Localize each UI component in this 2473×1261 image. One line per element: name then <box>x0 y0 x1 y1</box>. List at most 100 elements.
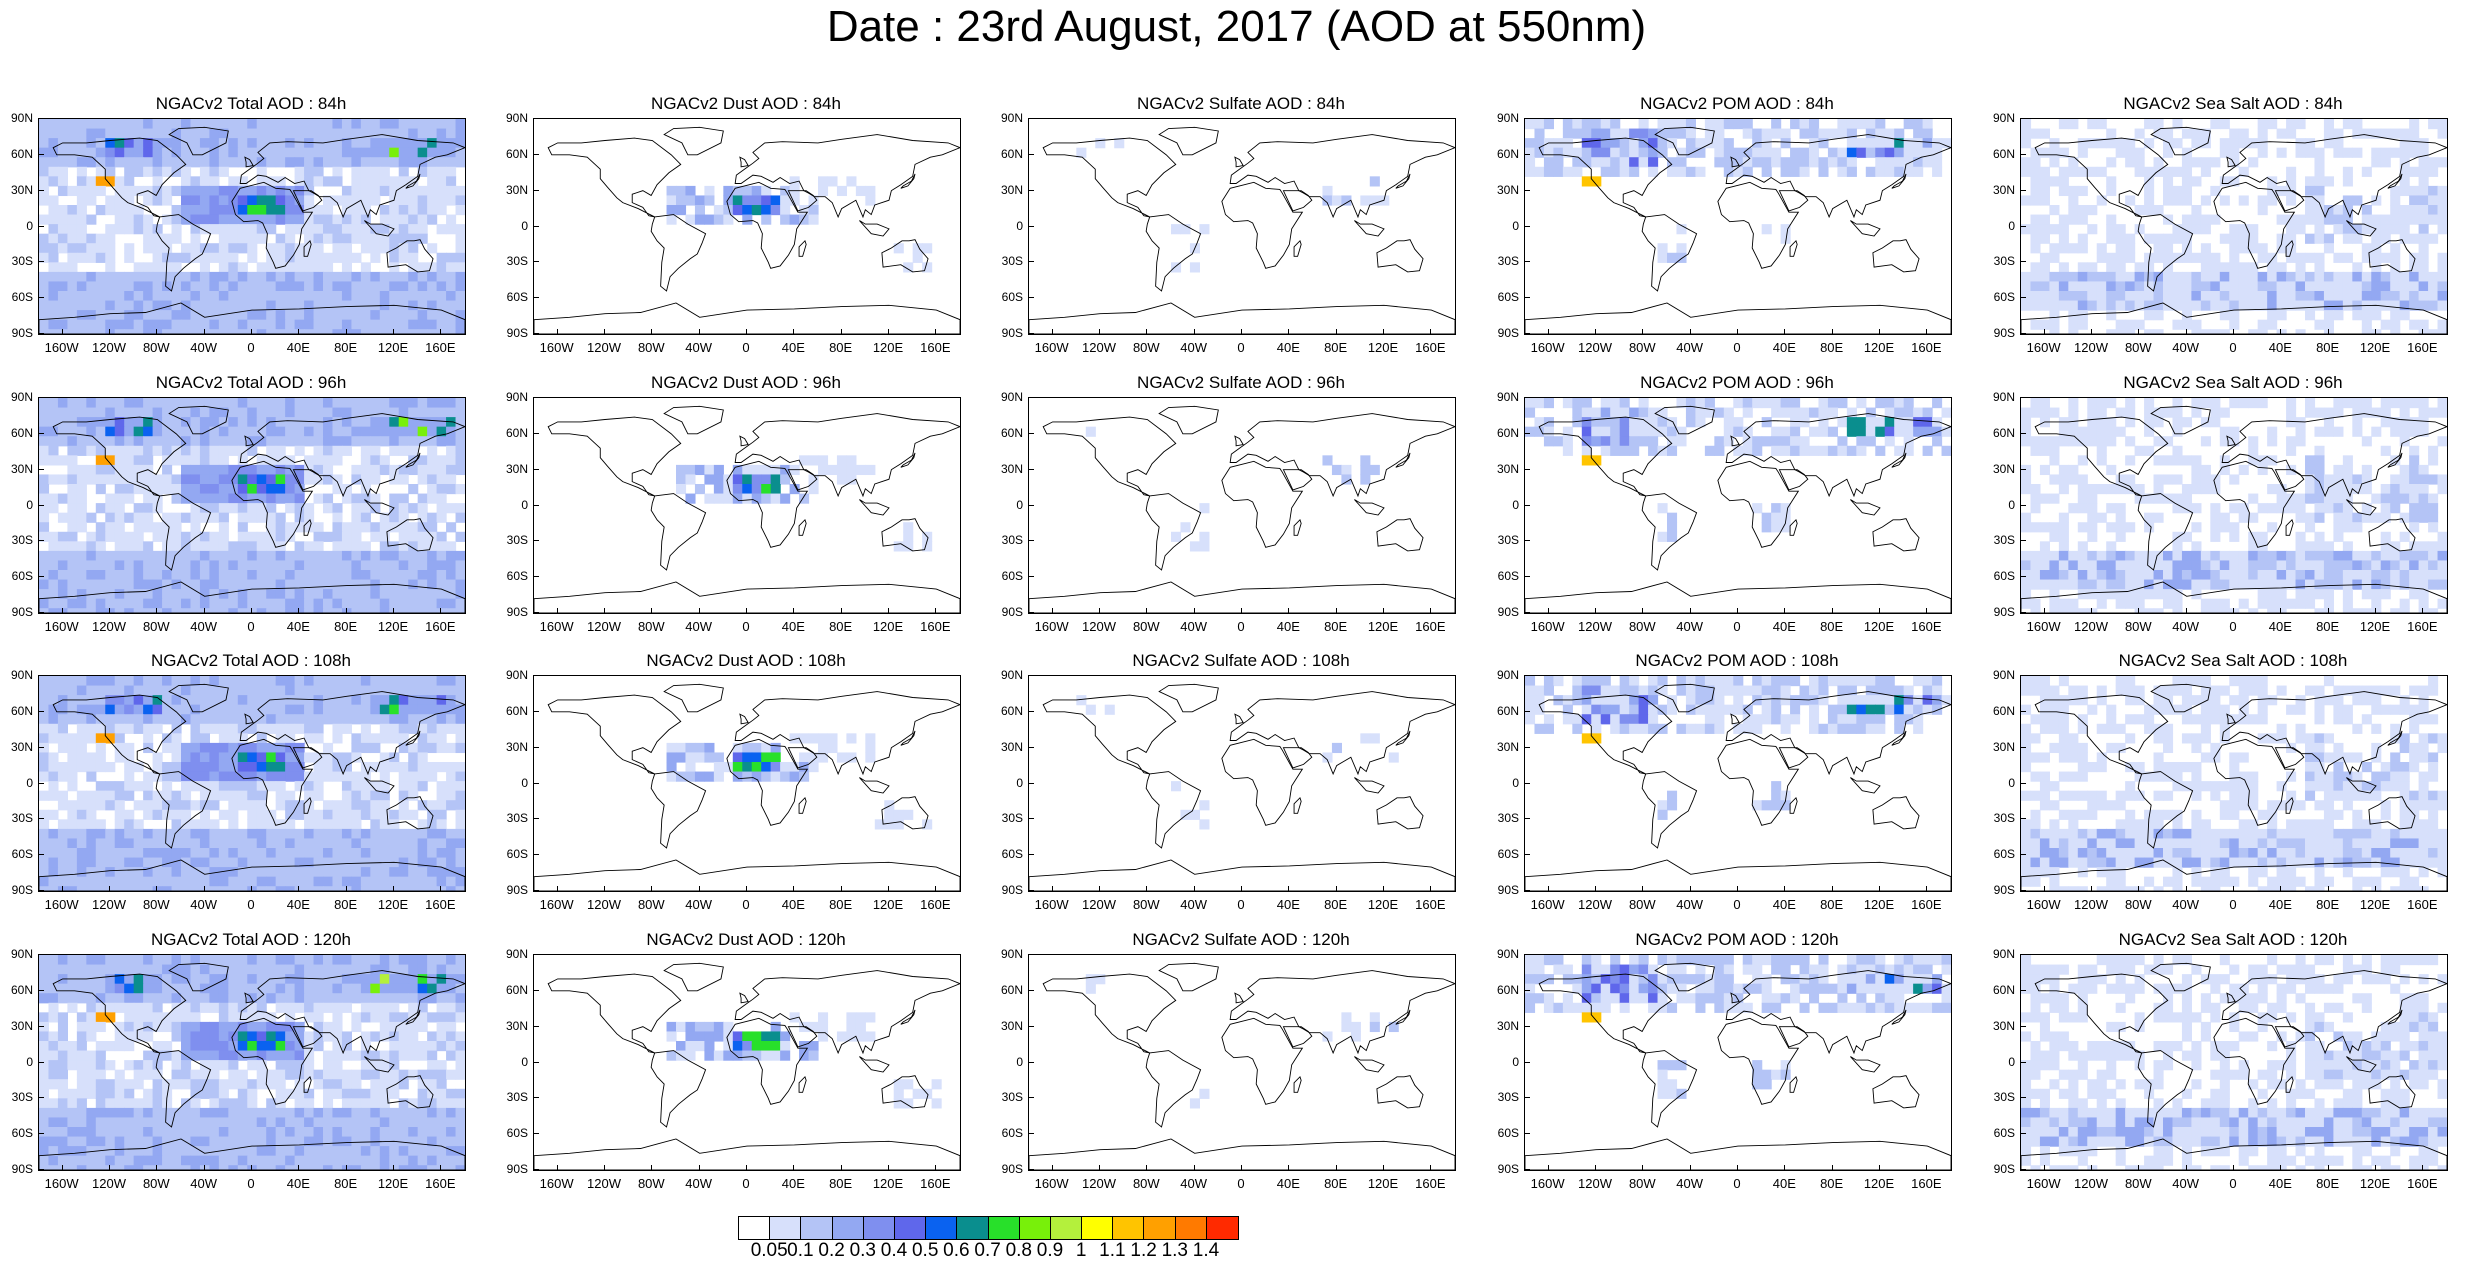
aod-cell <box>2059 541 2069 551</box>
aod-cell <box>2191 541 2201 551</box>
aod-cell <box>771 484 781 494</box>
aod-cell <box>2248 234 2258 244</box>
aod-cell <box>105 465 115 475</box>
aod-cell <box>200 608 210 613</box>
aod-cell <box>1904 157 1914 167</box>
aod-cell <box>2068 608 2078 613</box>
aod-cell <box>67 580 77 590</box>
aod-cell <box>228 848 238 858</box>
aod-cell <box>143 427 153 437</box>
aod-cell <box>408 781 418 791</box>
aod-cell <box>238 522 248 532</box>
aod-cell <box>228 320 238 330</box>
aod-cell <box>276 676 286 686</box>
aod-cell <box>115 791 125 801</box>
aod-cell <box>219 532 229 542</box>
lon-tick-label: 0 <box>231 620 271 634</box>
aod-cell <box>39 752 49 762</box>
aod-cell <box>2191 291 2201 301</box>
lat-tick <box>534 297 539 298</box>
aod-cell <box>219 465 229 475</box>
aod-cell <box>134 513 144 523</box>
lat-tick <box>39 190 44 191</box>
aod-cell <box>399 119 409 129</box>
map-canvas <box>2021 398 2447 613</box>
aod-cell <box>285 791 295 801</box>
aod-cell <box>219 695 229 705</box>
aod-cell <box>1866 417 1876 427</box>
aod-cell <box>2220 408 2230 418</box>
aod-cell <box>153 570 163 580</box>
aod-cell <box>2428 119 2438 129</box>
aod-cell <box>77 743 87 753</box>
aod-cell <box>247 138 257 148</box>
aod-cell <box>427 281 437 291</box>
aod-cell <box>276 762 286 772</box>
aod-cell <box>77 589 87 599</box>
aod-cell <box>1885 138 1895 148</box>
lon-tick <box>251 329 252 334</box>
aod-cell <box>190 129 200 139</box>
aod-cell <box>2021 522 2031 532</box>
aod-cell <box>389 676 399 686</box>
aod-cell <box>48 503 58 513</box>
aod-cell <box>2267 427 2277 437</box>
aod-cell <box>2333 253 2343 263</box>
aod-cell <box>1762 167 1772 177</box>
aod-cell <box>2314 281 2324 291</box>
aod-cell <box>190 541 200 551</box>
aod-cell <box>2314 186 2324 196</box>
aod-cell <box>134 138 144 148</box>
aod-cell <box>314 608 324 613</box>
aod-cell <box>361 398 371 408</box>
aod-cell <box>219 157 229 167</box>
aod-cell <box>124 686 134 696</box>
aod-cell <box>1563 167 1573 177</box>
aod-cell <box>285 474 295 484</box>
aod-cell <box>342 599 352 609</box>
aod-cell <box>1923 119 1933 129</box>
aod-cell <box>247 838 257 848</box>
aod-cell <box>200 157 210 167</box>
aod-cell <box>332 398 342 408</box>
aod-cell <box>285 503 295 513</box>
aod-cell <box>295 224 305 234</box>
aod-cell <box>2106 129 2116 139</box>
aod-cell <box>2239 560 2249 570</box>
aod-cell <box>238 224 248 234</box>
aod-cell <box>304 781 314 791</box>
aod-cell <box>2333 560 2343 570</box>
aod-cell <box>285 724 295 734</box>
aod-cell <box>2258 253 2268 263</box>
aod-cell <box>314 570 324 580</box>
aod-cell <box>2390 484 2400 494</box>
coastline <box>1790 520 1797 536</box>
map-panel-sulfate <box>1028 397 1456 614</box>
aod-cell <box>2428 167 2438 177</box>
aod-cell <box>2135 560 2145 570</box>
lon-tick <box>1548 329 1549 334</box>
aod-cell <box>172 455 182 465</box>
aod-cell <box>332 272 342 282</box>
aod-cell <box>761 484 771 494</box>
aod-cell <box>1705 446 1715 456</box>
aod-cell <box>247 281 257 291</box>
aod-cell <box>48 810 58 820</box>
aod-cell <box>247 570 257 580</box>
aod-cell <box>2116 253 2126 263</box>
aod-cell <box>446 551 456 561</box>
aod-cell <box>380 589 390 599</box>
aod-cell <box>2409 417 2419 427</box>
aod-cell <box>408 724 418 734</box>
aod-cell <box>1866 408 1876 418</box>
aod-cell <box>2040 494 2050 504</box>
lat-tick <box>39 261 44 262</box>
aod-cell <box>456 676 465 686</box>
aod-cell <box>257 800 267 810</box>
aod-cell <box>2021 474 2031 484</box>
aod-cell <box>200 838 210 848</box>
map-panel-sulfate <box>1028 118 1456 335</box>
aod-cell <box>77 848 87 858</box>
aod-cell <box>399 281 409 291</box>
aod-cell <box>2352 272 2362 282</box>
